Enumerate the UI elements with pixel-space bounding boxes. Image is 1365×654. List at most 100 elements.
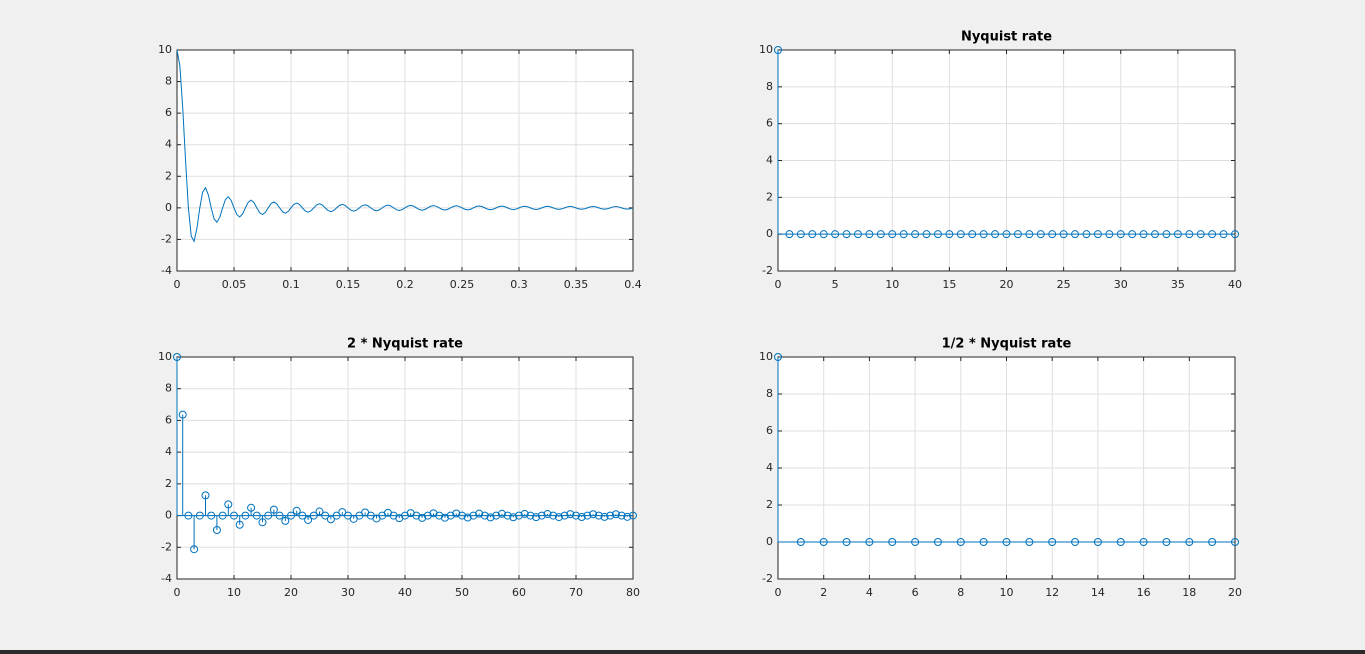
stem [1185, 230, 1194, 239]
stem [1219, 230, 1228, 239]
x-tick-label: 30 [341, 586, 355, 599]
stem [566, 510, 575, 519]
stem-marker [600, 512, 609, 521]
stem-marker [933, 230, 942, 239]
stem [577, 512, 586, 521]
stem [1185, 538, 1194, 546]
stem [1208, 230, 1217, 239]
stem [304, 515, 313, 524]
stem [600, 512, 609, 521]
stem-marker [230, 511, 238, 520]
x-tick-label: 4 [866, 586, 873, 599]
stem-marker [979, 538, 988, 546]
stem [184, 511, 193, 520]
stem [292, 506, 301, 516]
stem-marker [956, 230, 965, 239]
stem [423, 511, 432, 520]
y-tick-label: -4 [161, 572, 172, 585]
stem-marker [520, 509, 529, 518]
stem-marker [201, 491, 210, 500]
stem-marker [321, 511, 330, 520]
stem-marker [309, 511, 318, 520]
stem-marker [577, 512, 586, 521]
stem-marker [865, 230, 874, 239]
stem-marker [258, 518, 267, 527]
y-tick-label: 6 [766, 424, 773, 437]
stem [235, 515, 244, 529]
stem-marker [876, 230, 885, 239]
stem-marker [1139, 230, 1148, 239]
stem-marker [469, 511, 478, 520]
x-tick-label: 0 [174, 278, 181, 291]
y-tick-label: 2 [766, 190, 773, 203]
stem [207, 511, 216, 520]
x-tick-label: 15 [942, 278, 956, 291]
stem [774, 353, 782, 542]
stem [269, 505, 278, 516]
stem [1139, 538, 1148, 546]
x-tick-label: 0.05 [222, 278, 247, 291]
y-tick-label: 4 [165, 138, 172, 151]
x-tick-label: 5 [832, 278, 839, 291]
stem [520, 509, 529, 518]
x-tick-label: 20 [1000, 278, 1014, 291]
stem [258, 515, 267, 527]
stem-marker [537, 511, 546, 520]
stem-marker [218, 511, 227, 520]
stem-marker [611, 510, 620, 519]
stem [991, 230, 1000, 239]
x-tick-label: 18 [1182, 586, 1196, 599]
stem-marker [808, 230, 817, 239]
stem [486, 513, 495, 522]
stem-marker [842, 230, 851, 239]
stem [945, 230, 954, 239]
stem [933, 538, 942, 546]
stem-marker [195, 511, 204, 520]
stem-marker [1116, 230, 1125, 239]
stem [1093, 538, 1102, 546]
y-tick-label: -2 [762, 572, 773, 585]
stem [452, 509, 461, 518]
stem [469, 511, 478, 520]
y-tick-label: 6 [165, 413, 172, 426]
stem [497, 509, 506, 518]
stem-marker [292, 506, 301, 515]
stem [281, 515, 290, 525]
stem-marker [819, 230, 828, 239]
stem-marker [991, 230, 1000, 239]
y-tick-label: -2 [161, 540, 172, 553]
stem-marker [332, 511, 341, 520]
x-tick-label: 25 [1057, 278, 1071, 291]
stem [1231, 230, 1239, 239]
stem [617, 511, 626, 520]
stem [178, 410, 187, 516]
x-tick-label: 0.4 [624, 278, 642, 291]
stem [831, 230, 840, 239]
stem [195, 511, 204, 520]
x-tick-label: 40 [1228, 278, 1242, 291]
stem-marker [1208, 538, 1217, 546]
stem [774, 46, 782, 235]
stem [842, 538, 851, 546]
stem-marker [968, 230, 977, 239]
stem-marker [247, 503, 256, 512]
stem-marker [446, 511, 455, 520]
stem-marker [1208, 230, 1217, 239]
x-tick-label: 0 [775, 586, 782, 599]
x-tick-label: 10 [885, 278, 899, 291]
x-tick-label: 0 [775, 278, 782, 291]
stem [1196, 230, 1205, 239]
stem [1093, 230, 1102, 239]
stem-marker [1116, 538, 1125, 546]
x-tick-label: 20 [1228, 586, 1242, 599]
stem-marker [865, 538, 874, 546]
stem-marker [1162, 538, 1171, 546]
x-tick-label: 20 [284, 586, 298, 599]
stem [572, 511, 580, 520]
stem [554, 513, 563, 522]
stem-marker [463, 513, 472, 522]
stem [1208, 538, 1217, 546]
stem-marker [1071, 230, 1080, 239]
x-tick-label: 35 [1171, 278, 1185, 291]
stem [911, 230, 920, 239]
